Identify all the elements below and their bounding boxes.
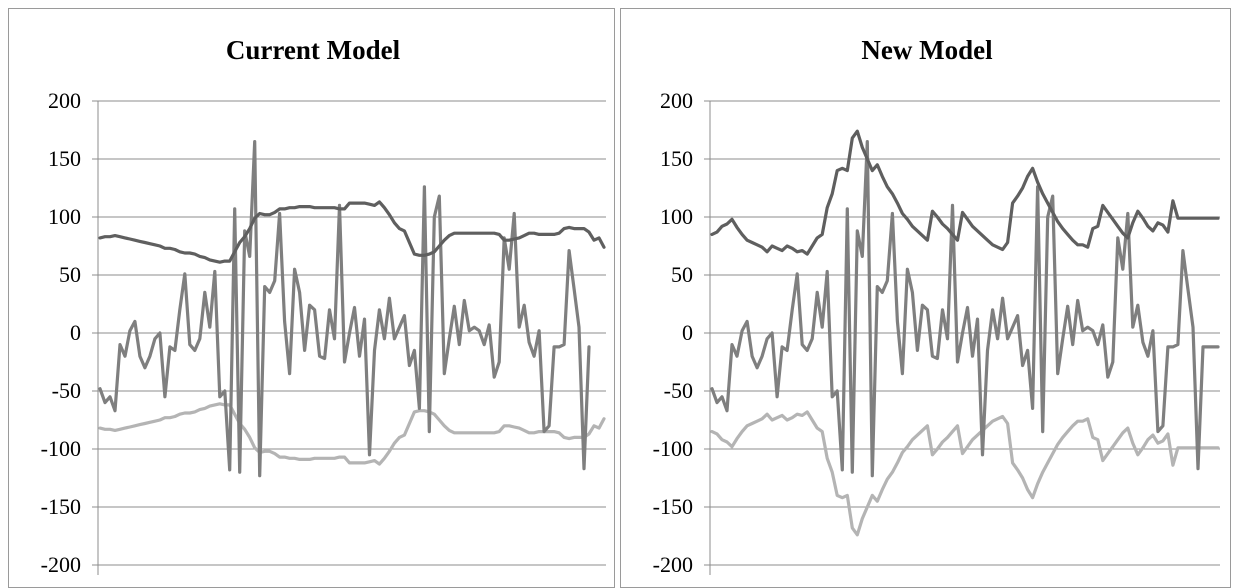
series-line-3 xyxy=(98,402,606,466)
y-tick-label: 0 xyxy=(682,320,693,345)
y-tick-label: -150 xyxy=(41,494,81,519)
current-model-chart: Current Model 200 150 100 50 0 -50 -100 -150 -20… xyxy=(41,35,606,577)
y-tick-label: 50 xyxy=(671,262,693,287)
y-tick-label: 50 xyxy=(59,262,81,287)
y-axis-ticks: 200 150 100 50 0 -50 -100 -150 -200 xyxy=(653,88,711,577)
y-tick-label: 100 xyxy=(660,204,693,229)
y-tick-label: 150 xyxy=(48,146,81,171)
gridlines xyxy=(98,100,606,566)
y-tick-label: -50 xyxy=(52,378,81,403)
chart-title: Current Model xyxy=(226,35,401,65)
y-tick-label: 0 xyxy=(70,320,81,345)
series-line-1 xyxy=(710,129,1220,256)
y-axis-ticks: 200 150 100 50 0 -50 -100 -150 -200 xyxy=(41,88,99,577)
y-tick-label: 200 xyxy=(48,88,81,113)
series-line-2 xyxy=(98,140,591,478)
series-line-3 xyxy=(710,410,1220,537)
chart-title: New Model xyxy=(861,35,993,65)
y-tick-label: -200 xyxy=(653,552,693,577)
y-tick-label: 150 xyxy=(660,146,693,171)
y-tick-label: -150 xyxy=(653,494,693,519)
y-tick-label: 200 xyxy=(660,88,693,113)
series-lines xyxy=(710,129,1220,537)
y-tick-label: 100 xyxy=(48,204,81,229)
new-model-chart-panel: New Model 200 150 100 50 0 -50 -100 -150 -200 xyxy=(620,8,1231,588)
gridlines xyxy=(710,100,1220,566)
series-line-2 xyxy=(710,140,1220,478)
series-lines xyxy=(98,140,606,478)
y-tick-label: -100 xyxy=(41,436,81,461)
current-model-chart-panel: Current Model 200 150 100 50 0 -50 -100 -150 -20… xyxy=(8,8,615,588)
new-model-chart: New Model 200 150 100 50 0 -50 -100 -150 -200 xyxy=(653,35,1220,577)
y-tick-label: -100 xyxy=(653,436,693,461)
y-tick-label: -50 xyxy=(664,378,693,403)
y-tick-label: -200 xyxy=(41,552,81,577)
series-line-1 xyxy=(98,200,606,264)
